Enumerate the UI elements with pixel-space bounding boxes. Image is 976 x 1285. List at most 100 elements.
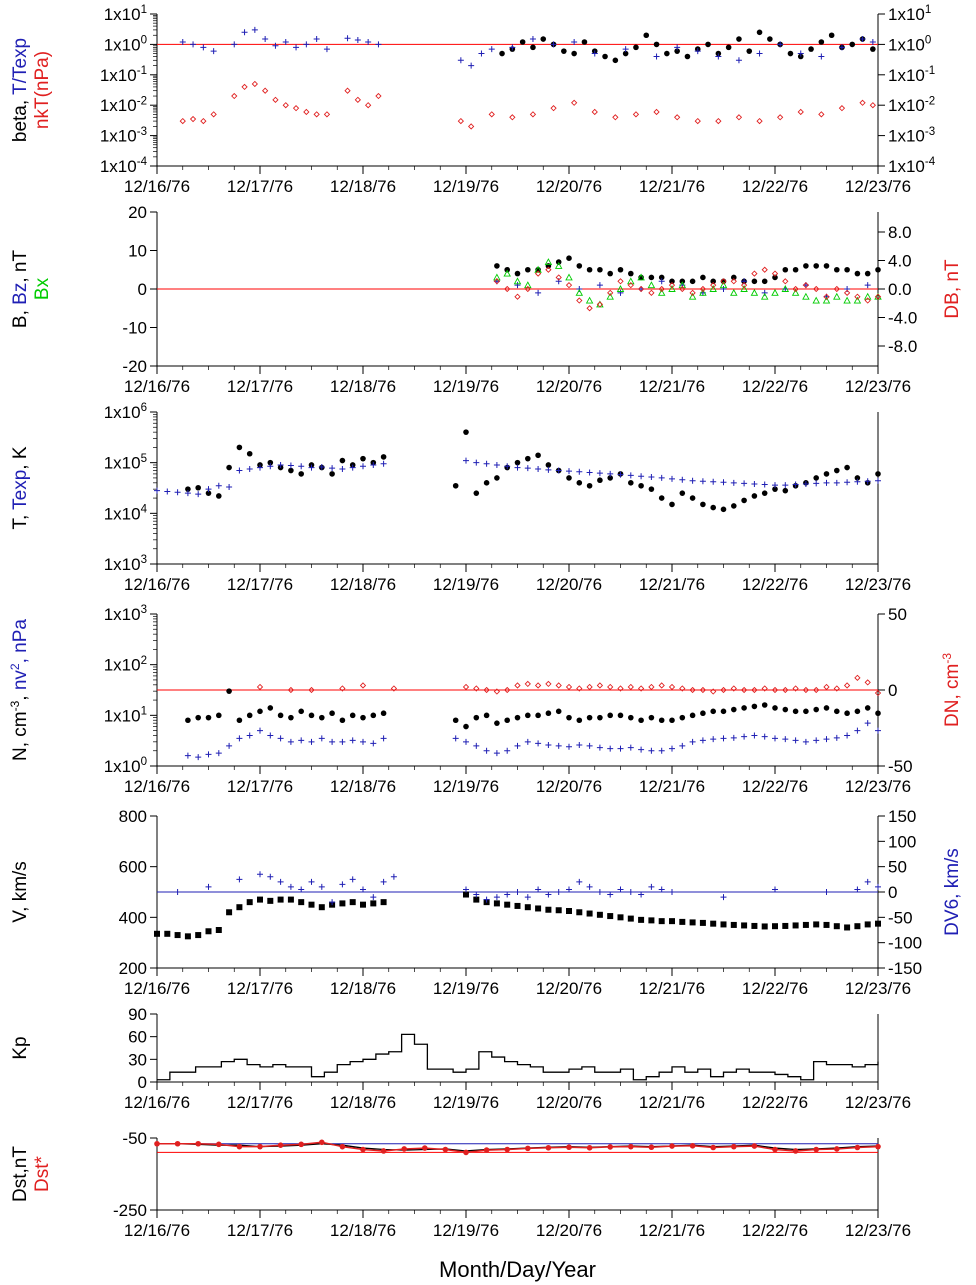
data-point [277, 712, 284, 719]
data-point [473, 742, 480, 749]
data-point [720, 735, 727, 742]
data-point [761, 923, 768, 930]
x-tick-label: 12/18/76 [330, 177, 396, 196]
data-point [287, 738, 294, 745]
data-point [874, 293, 882, 300]
left-axis-label: T, Texp, K [10, 446, 31, 529]
data-point [854, 923, 861, 930]
data-point [823, 683, 830, 691]
data-point [267, 705, 274, 711]
data-point [648, 274, 655, 281]
data-point [586, 1144, 593, 1151]
data-point [524, 281, 532, 289]
data-point [669, 889, 675, 895]
data-point [731, 1143, 737, 1150]
tick-label-exponent: 0 [141, 35, 147, 47]
data-point [473, 714, 480, 721]
data-point [607, 745, 614, 752]
data-point [700, 274, 706, 281]
left-axis-label-part: nkT(nPa) [32, 51, 53, 129]
data-point [226, 909, 233, 916]
right-axis-label-part: DB, nT [942, 259, 963, 319]
left-axis-label-part: Bx [32, 277, 53, 300]
data-point [705, 41, 711, 48]
data-point [761, 266, 768, 273]
series-line-Dst* [157, 1141, 879, 1154]
data-point [591, 50, 598, 57]
data-point [298, 737, 305, 744]
data-point [875, 477, 881, 484]
x-tick-label: 12/20/76 [536, 1221, 602, 1240]
data-point [308, 878, 315, 885]
data-point [632, 111, 640, 118]
data-point [555, 278, 562, 285]
data-point [571, 99, 578, 106]
data-point [164, 930, 171, 937]
data-point [529, 36, 536, 43]
data-point [669, 745, 675, 752]
data-point [473, 685, 480, 692]
data-point [731, 706, 737, 713]
data-point [329, 465, 336, 472]
data-point [272, 96, 279, 103]
data-point [808, 46, 814, 52]
data-point [771, 288, 779, 296]
data-point [751, 493, 758, 499]
data-point [251, 80, 258, 88]
data-point [803, 708, 809, 715]
data-point [550, 105, 557, 112]
data-point [298, 463, 305, 470]
data-point [792, 708, 799, 715]
data-point [195, 932, 202, 939]
data-point [596, 889, 603, 895]
data-point [375, 92, 382, 100]
data-point [586, 714, 593, 721]
data-point [617, 278, 624, 285]
tick-label-exponent: -3 [137, 126, 147, 138]
data-point [504, 285, 511, 293]
left-axis-label-part: , K [10, 446, 31, 470]
data-point [174, 489, 181, 496]
data-point [869, 38, 876, 45]
data-point [380, 735, 387, 742]
data-point [730, 288, 738, 296]
tick-label-base: 1x10 [104, 605, 141, 624]
data-point [875, 883, 881, 890]
right-tick-label: 8.0 [888, 223, 912, 242]
x-axis-title: Month/Day/Year [439, 1257, 596, 1282]
data-point [565, 273, 573, 281]
data-point [257, 727, 263, 734]
data-point [277, 878, 284, 885]
data-point [525, 712, 531, 719]
data-point [205, 490, 212, 496]
panel-bfield: 20 10 0 -10 -20 8.0 4.0 0.0 -4.0 -8.0 12/16/76 12/1… [10, 203, 963, 396]
left-tick-label: 1x100 [104, 35, 147, 55]
data-point [864, 878, 871, 885]
data-point [535, 465, 542, 472]
data-point [694, 117, 701, 125]
tick-label-base: 1x10 [104, 454, 141, 473]
data-point [597, 477, 603, 484]
data-point [509, 44, 516, 51]
data-point [638, 891, 645, 898]
x-tick-label: 12/16/76 [124, 575, 190, 594]
data-point [772, 1146, 778, 1153]
data-point [561, 48, 567, 54]
data-point [576, 909, 583, 916]
data-point [863, 292, 872, 300]
data-point [870, 46, 876, 52]
right-axis-label-part: -3 [940, 653, 954, 664]
data-point [308, 901, 315, 908]
data-point [184, 752, 191, 759]
data-point [251, 26, 258, 33]
left-axis-label-part: Dst,nT [10, 1146, 31, 1202]
data-point [735, 114, 743, 121]
left-axis-label-part: beta, [10, 95, 31, 142]
x-tick-label: 12/23/76 [845, 1093, 911, 1112]
x-tick-label: 12/17/76 [227, 777, 293, 796]
left-axis-label-part: , [10, 690, 31, 701]
left-axis-label-part: T, [10, 510, 31, 530]
tick-label-base: 1x10 [104, 757, 141, 776]
data-point [628, 480, 634, 486]
data-point [802, 292, 810, 300]
